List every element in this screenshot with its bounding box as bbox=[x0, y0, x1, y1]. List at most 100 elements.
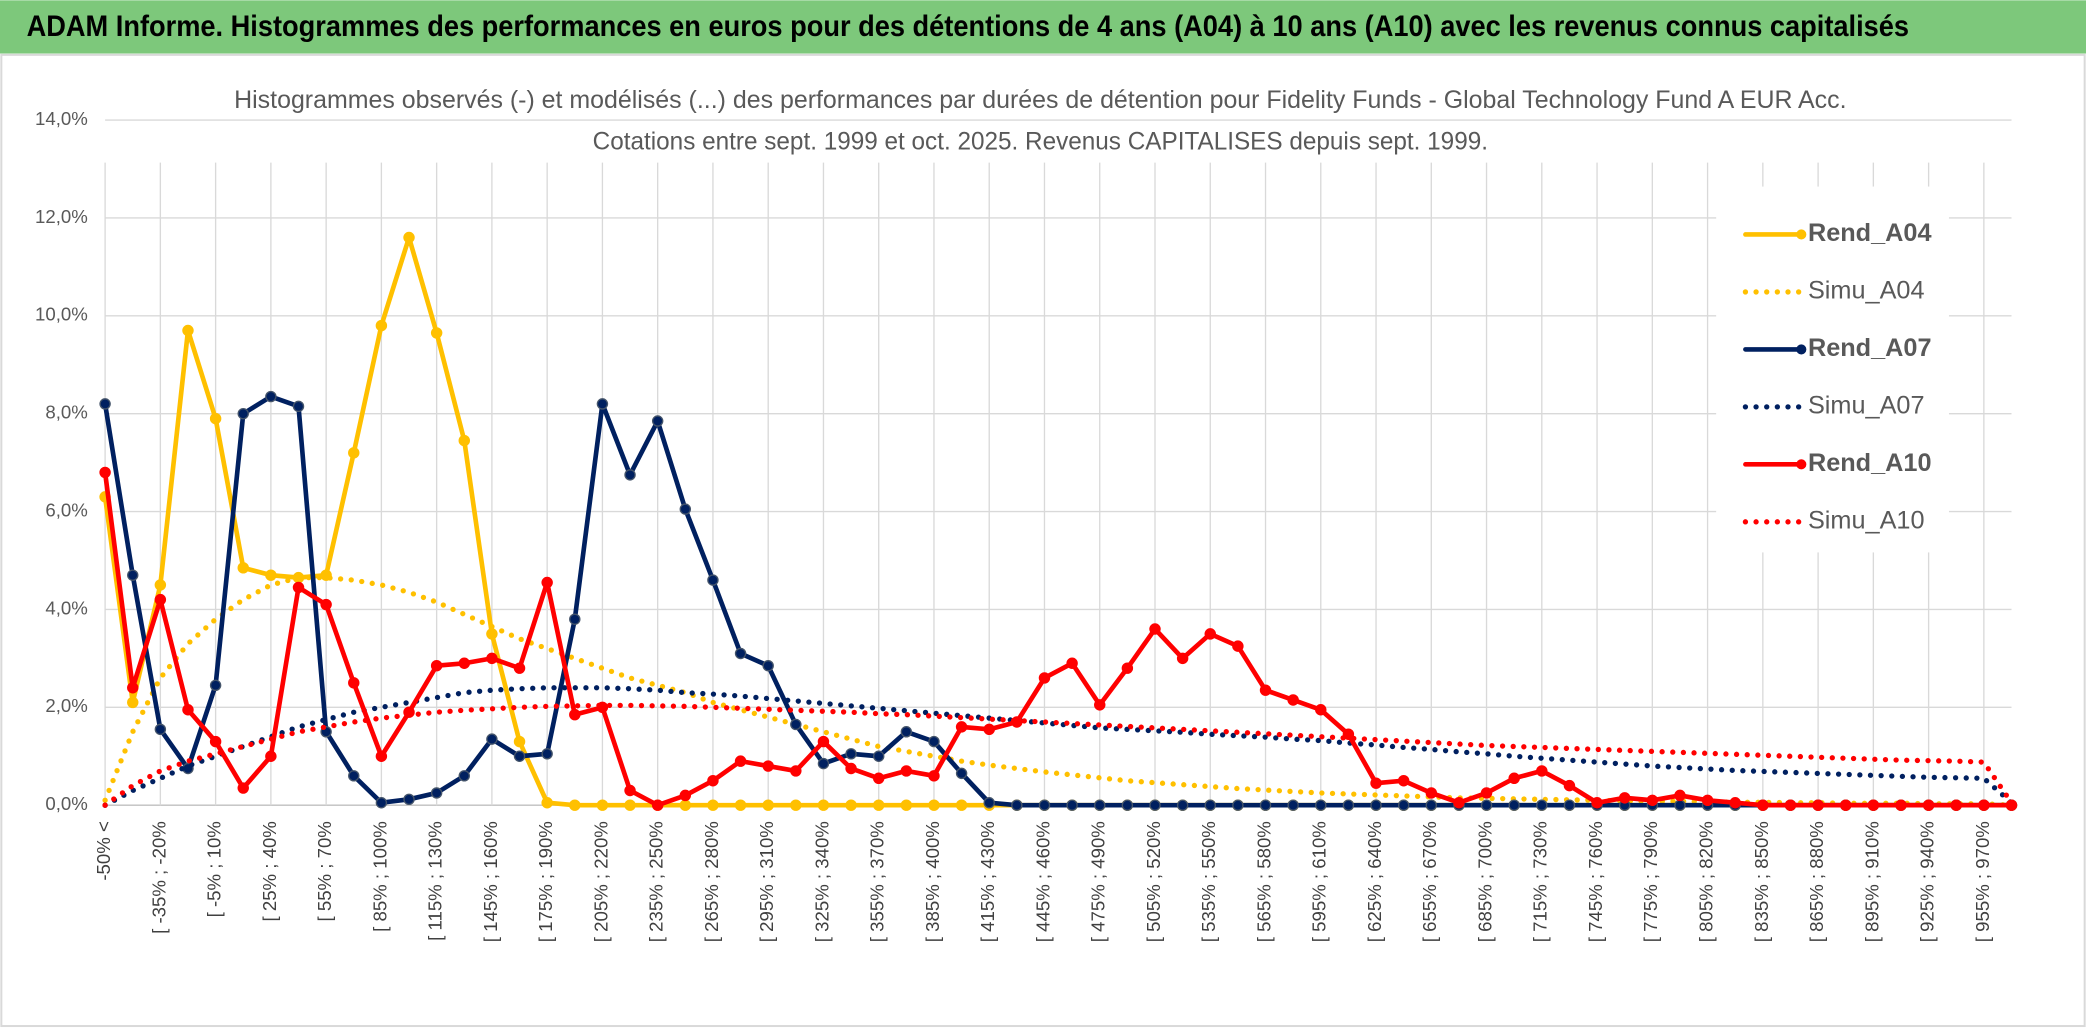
legend-marker bbox=[1796, 229, 1807, 240]
x-tick-label: [ 655% ; 670% bbox=[1419, 821, 1440, 942]
point-marker bbox=[1149, 623, 1161, 635]
point-marker bbox=[707, 774, 719, 787]
chart-subtitle: Cotations entre sept. 1999 et oct. 2025.… bbox=[593, 127, 1488, 155]
x-tick-label: [ 175% ; 190% bbox=[535, 821, 556, 942]
point-marker bbox=[1121, 662, 1134, 674]
point-marker bbox=[569, 799, 581, 811]
point-marker bbox=[1480, 787, 1493, 799]
x-tick-label: [ 835% ; 850% bbox=[1751, 821, 1772, 942]
x-tick-label: [ 25% ; 40% bbox=[259, 821, 280, 921]
point-marker bbox=[1453, 797, 1465, 809]
point-marker bbox=[569, 613, 581, 625]
observed-line bbox=[102, 394, 2014, 808]
point-marker bbox=[513, 662, 526, 674]
point-marker bbox=[99, 466, 111, 479]
point-marker bbox=[265, 750, 277, 762]
point-marker bbox=[513, 750, 526, 762]
point-marker bbox=[1674, 789, 1686, 802]
y-tick-label: 0,0% bbox=[45, 793, 87, 814]
model-line bbox=[102, 702, 2015, 808]
grid: 0,0% 2,0% 4,0% 6,0% 8,0% 10,0% 12,0% 14,0% -50% … bbox=[35, 108, 2012, 942]
plot bbox=[99, 231, 2018, 811]
point-marker bbox=[292, 581, 305, 594]
point-marker bbox=[127, 569, 139, 581]
point-marker bbox=[1978, 799, 1990, 811]
x-tick-label: [ 685% ; 700% bbox=[1474, 821, 1495, 942]
point-marker bbox=[1618, 792, 1631, 804]
point-marker bbox=[872, 799, 885, 811]
x-tick-label: [ -5% ; 10% bbox=[204, 821, 225, 917]
y-tick-label: 10,0% bbox=[35, 304, 88, 325]
legend-label: Rend_A04 bbox=[1808, 219, 1932, 247]
y-tick-label: 4,0% bbox=[45, 597, 87, 618]
point-marker bbox=[1536, 799, 1548, 811]
point-marker bbox=[127, 696, 139, 709]
point-marker bbox=[1011, 799, 1023, 811]
point-marker bbox=[734, 647, 747, 660]
point-marker bbox=[265, 569, 277, 581]
point-marker bbox=[182, 704, 194, 716]
x-tick-label: [ 415% ; 430% bbox=[977, 821, 998, 942]
point-marker bbox=[1315, 799, 1327, 811]
point-marker bbox=[1508, 772, 1520, 784]
x-tick-label: [ 265% ; 280% bbox=[701, 821, 722, 942]
point-marker bbox=[209, 679, 222, 692]
point-marker bbox=[1950, 799, 1962, 811]
point-marker bbox=[237, 782, 249, 794]
point-marker bbox=[1066, 799, 1078, 811]
x-tick-label: [ 115% ; 130% bbox=[425, 821, 446, 941]
point-marker bbox=[1342, 799, 1355, 811]
point-marker bbox=[845, 762, 857, 775]
legend: Rend_A04 Simu_A04 Rend_A07 Simu_A07 Rend_A10… bbox=[1716, 186, 1949, 553]
observed-line bbox=[102, 470, 2014, 808]
point-marker bbox=[790, 799, 802, 811]
x-tick-label: [ 55% ; 70% bbox=[314, 821, 335, 921]
point-marker bbox=[1176, 652, 1189, 665]
point-marker bbox=[1840, 799, 1852, 811]
x-tick-label: [ 865% ; 880% bbox=[1806, 821, 1827, 942]
point-marker bbox=[513, 735, 526, 748]
point-marker bbox=[817, 799, 830, 811]
point-marker bbox=[955, 721, 968, 733]
legend-marker bbox=[1796, 459, 1807, 470]
point-marker bbox=[1425, 799, 1438, 811]
point-marker bbox=[817, 735, 830, 748]
point-marker bbox=[790, 765, 802, 777]
point-marker bbox=[762, 659, 774, 672]
point-marker bbox=[624, 784, 636, 797]
point-marker bbox=[1812, 799, 1824, 811]
x-tick-label: [ 505% ; 520% bbox=[1143, 821, 1164, 942]
point-marker bbox=[486, 628, 498, 640]
point-marker bbox=[624, 799, 636, 811]
x-tick-label: [ 955% ; 970% bbox=[1972, 821, 1993, 942]
point-marker bbox=[1204, 628, 1216, 640]
point-marker bbox=[375, 797, 388, 809]
point-marker bbox=[1646, 794, 1659, 807]
point-marker bbox=[486, 733, 498, 745]
x-tick-label: -50% < bbox=[93, 821, 114, 880]
point-marker bbox=[900, 726, 913, 738]
point-marker bbox=[1480, 799, 1493, 811]
x-tick-label: [ 325% ; 340% bbox=[811, 821, 832, 942]
point-marker bbox=[209, 735, 222, 748]
point-marker bbox=[1342, 728, 1355, 740]
point-marker bbox=[1204, 799, 1216, 811]
legend-label: Simu_A10 bbox=[1808, 506, 1925, 534]
y-tick-label: 6,0% bbox=[45, 499, 87, 520]
legend-label: Simu_A04 bbox=[1808, 277, 1925, 305]
point-marker bbox=[458, 434, 470, 447]
point-marker bbox=[624, 469, 636, 481]
point-marker bbox=[1508, 799, 1520, 811]
point-marker bbox=[154, 579, 167, 591]
legend-marker bbox=[1796, 344, 1807, 355]
point-marker bbox=[1895, 799, 1907, 811]
x-tick-label: [ 745% ; 760% bbox=[1585, 821, 1606, 942]
point-marker bbox=[872, 772, 885, 784]
point-marker bbox=[900, 765, 913, 777]
point-marker bbox=[1149, 799, 1161, 811]
point-marker bbox=[1591, 797, 1603, 809]
point-marker bbox=[1315, 704, 1327, 716]
point-marker bbox=[1784, 799, 1797, 811]
